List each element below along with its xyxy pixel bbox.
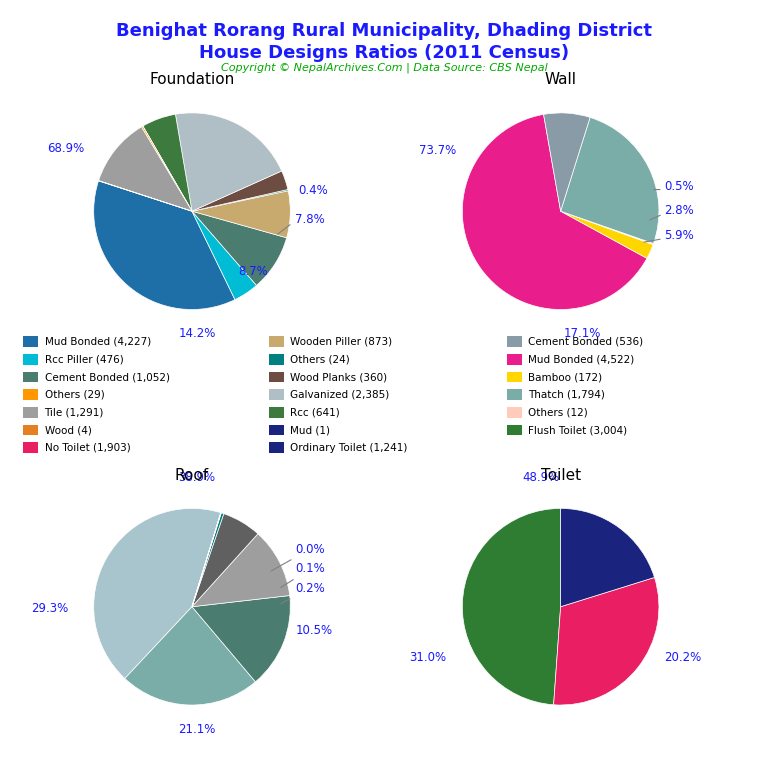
- Text: Benighat Rorang Rural Municipality, Dhading District
House Designs Ratios (2011 : Benighat Rorang Rural Municipality, Dhad…: [116, 22, 652, 61]
- Text: 68.9%: 68.9%: [48, 142, 84, 155]
- Wedge shape: [192, 513, 223, 607]
- Text: 14.2%: 14.2%: [178, 327, 216, 340]
- Text: Wood Planks (360): Wood Planks (360): [290, 372, 387, 382]
- Text: Wooden Piller (873): Wooden Piller (873): [290, 336, 392, 347]
- Text: 29.3%: 29.3%: [31, 601, 68, 614]
- Text: Flush Toilet (3,004): Flush Toilet (3,004): [528, 425, 627, 435]
- Text: 48.9%: 48.9%: [522, 471, 560, 484]
- Text: 0.2%: 0.2%: [281, 582, 325, 604]
- Wedge shape: [98, 127, 192, 211]
- Wedge shape: [94, 180, 235, 310]
- Wedge shape: [94, 508, 220, 678]
- Wedge shape: [98, 180, 192, 211]
- Text: 20.2%: 20.2%: [664, 650, 701, 664]
- Wedge shape: [125, 607, 256, 705]
- Text: 73.7%: 73.7%: [419, 144, 456, 157]
- Wedge shape: [192, 513, 221, 607]
- Wedge shape: [192, 171, 288, 211]
- Text: Cement Bonded (536): Cement Bonded (536): [528, 336, 644, 347]
- Text: Rcc (641): Rcc (641): [290, 407, 340, 418]
- Text: No Toilet (1,903): No Toilet (1,903): [45, 442, 131, 453]
- Text: 0.1%: 0.1%: [281, 562, 325, 588]
- Text: 10.5%: 10.5%: [295, 624, 333, 637]
- Wedge shape: [554, 578, 659, 705]
- Text: Tile (1,291): Tile (1,291): [45, 407, 104, 418]
- Wedge shape: [192, 190, 288, 211]
- Text: 0.5%: 0.5%: [664, 180, 694, 193]
- Wedge shape: [192, 211, 257, 300]
- Text: Wood (4): Wood (4): [45, 425, 91, 435]
- Text: Thatch (1,794): Thatch (1,794): [528, 389, 605, 400]
- Wedge shape: [192, 514, 258, 607]
- Title: Roof: Roof: [175, 468, 209, 482]
- Title: Wall: Wall: [545, 72, 577, 87]
- Text: Copyright © NepalArchives.Com | Data Source: CBS Nepal: Copyright © NepalArchives.Com | Data Sou…: [220, 63, 548, 74]
- Text: 0.4%: 0.4%: [298, 184, 328, 197]
- Wedge shape: [561, 211, 654, 244]
- Wedge shape: [143, 114, 192, 211]
- Wedge shape: [462, 114, 647, 310]
- Wedge shape: [561, 211, 653, 258]
- Wedge shape: [192, 534, 290, 607]
- Wedge shape: [192, 190, 290, 238]
- Wedge shape: [192, 595, 290, 682]
- Text: Galvanized (2,385): Galvanized (2,385): [290, 389, 389, 400]
- Text: 2.8%: 2.8%: [664, 204, 694, 217]
- Text: 31.0%: 31.0%: [409, 650, 446, 664]
- Text: 21.1%: 21.1%: [178, 723, 216, 736]
- Title: Foundation: Foundation: [149, 72, 235, 87]
- Text: Cement Bonded (1,052): Cement Bonded (1,052): [45, 372, 170, 382]
- Text: Mud Bonded (4,522): Mud Bonded (4,522): [528, 354, 634, 365]
- Text: Mud Bonded (4,227): Mud Bonded (4,227): [45, 336, 151, 347]
- Text: 0.0%: 0.0%: [271, 543, 325, 571]
- Text: 17.1%: 17.1%: [564, 327, 601, 340]
- Text: Others (29): Others (29): [45, 389, 104, 400]
- Text: 7.8%: 7.8%: [295, 213, 325, 226]
- Text: Mud (1): Mud (1): [290, 425, 330, 435]
- Wedge shape: [141, 126, 192, 211]
- Wedge shape: [462, 508, 561, 705]
- Text: Bamboo (172): Bamboo (172): [528, 372, 603, 382]
- Text: Others (24): Others (24): [290, 354, 350, 365]
- Wedge shape: [192, 513, 221, 607]
- Title: Toilet: Toilet: [541, 468, 581, 482]
- Text: Ordinary Toilet (1,241): Ordinary Toilet (1,241): [290, 442, 408, 453]
- Text: 38.9%: 38.9%: [178, 471, 216, 484]
- Text: 5.9%: 5.9%: [664, 229, 694, 242]
- Wedge shape: [544, 113, 590, 211]
- Text: 8.7%: 8.7%: [238, 265, 268, 278]
- Wedge shape: [175, 113, 282, 211]
- Wedge shape: [143, 126, 192, 211]
- Wedge shape: [192, 211, 286, 286]
- Text: Others (12): Others (12): [528, 407, 588, 418]
- Text: Rcc Piller (476): Rcc Piller (476): [45, 354, 124, 365]
- Wedge shape: [561, 118, 659, 243]
- Wedge shape: [561, 508, 654, 607]
